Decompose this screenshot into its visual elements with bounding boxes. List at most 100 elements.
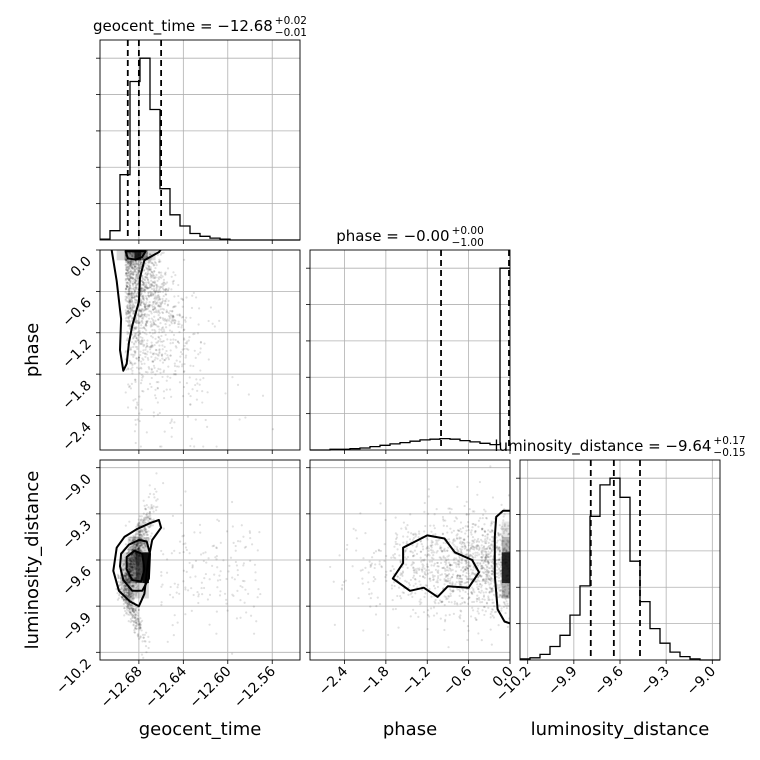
sample-point: [421, 563, 424, 566]
sample-point: [129, 279, 132, 282]
sample-point: [160, 251, 164, 255]
sample-point: [132, 565, 135, 568]
sample-point: [123, 588, 127, 591]
sample-point: [380, 565, 383, 569]
sample-point: [133, 581, 136, 584]
sample-point: [156, 325, 159, 328]
sample-point: [157, 310, 160, 313]
sample-point: [490, 520, 493, 523]
sample-point: [131, 609, 134, 613]
sample-point: [124, 593, 128, 596]
sample-point: [134, 380, 137, 384]
sample-point: [499, 532, 502, 536]
sample-point: [124, 584, 127, 587]
sample-point: [140, 535, 143, 538]
sample-point: [131, 545, 134, 548]
sample-point: [125, 278, 128, 281]
sample-point: [134, 298, 137, 301]
sample-point: [464, 525, 467, 528]
sample-point: [127, 568, 130, 571]
sample-point: [129, 294, 132, 297]
sample-point: [129, 595, 133, 598]
sample-point: [459, 609, 462, 612]
sample-point: [141, 321, 144, 325]
sample-point: [133, 350, 136, 353]
sample-point: [148, 484, 151, 487]
sample-point: [126, 606, 129, 609]
sample-point: [420, 568, 423, 571]
sample-point: [483, 571, 486, 575]
sample-point: [134, 279, 138, 283]
sample-point: [151, 360, 154, 363]
sample-point: [126, 281, 129, 284]
sample-point: [126, 305, 129, 308]
sample-point: [133, 563, 136, 566]
sample-point: [141, 389, 144, 393]
sample-point: [250, 543, 254, 546]
sample-point: [148, 640, 151, 643]
sample-point: [129, 611, 132, 614]
sample-point: [485, 570, 488, 573]
xtick-label-phase: −1.8: [357, 664, 392, 699]
sample-point: [473, 591, 476, 594]
sample-point: [485, 553, 488, 556]
sample-point: [123, 559, 126, 562]
sample-point: [176, 323, 180, 326]
sample-point: [456, 560, 460, 563]
sample-point: [134, 270, 137, 273]
sample-point: [483, 579, 486, 583]
sample-point: [132, 555, 135, 558]
sample-point: [128, 324, 131, 327]
sample-point: [168, 317, 171, 320]
sample-point: [124, 574, 127, 578]
sample-point: [178, 323, 181, 326]
sample-point: [239, 584, 242, 588]
sample-point: [136, 401, 139, 404]
sample-point: [440, 550, 443, 553]
sample-point: [161, 275, 164, 278]
sample-point: [130, 255, 133, 258]
sample-point: [482, 578, 485, 581]
sample-point: [144, 322, 148, 325]
sample-point: [138, 515, 142, 518]
sample-point: [197, 593, 200, 596]
sample-point: [134, 265, 137, 268]
sample-point: [385, 579, 388, 583]
sample-point: [143, 362, 146, 365]
sample-point: [180, 324, 184, 327]
sample-point: [491, 496, 495, 499]
sample-point: [136, 294, 139, 298]
sample-point: [127, 560, 130, 563]
sample-point: [482, 595, 485, 598]
sample-point: [125, 319, 128, 322]
sample-point: [133, 335, 136, 338]
contour-line: [391, 534, 480, 598]
sample-point: [131, 282, 135, 286]
sample-point: [244, 416, 247, 419]
sample-point: [129, 604, 132, 607]
sample-point: [484, 557, 487, 560]
sample-point: [136, 347, 139, 351]
sample-point: [430, 539, 433, 542]
sample-point: [436, 561, 439, 565]
sample-point: [429, 607, 433, 610]
sample-point: [127, 288, 131, 291]
sample-point: [153, 270, 156, 273]
sample-point: [432, 614, 436, 617]
sample-point: [419, 556, 422, 559]
sample-point: [181, 348, 184, 351]
sample-point: [147, 259, 150, 262]
sample-point: [128, 589, 131, 592]
sample-point: [129, 565, 132, 568]
sample-point: [131, 573, 134, 577]
yaxis-label-luminosity_distance: luminosity_distance: [22, 471, 43, 650]
sample-point: [129, 593, 133, 596]
sample-point: [197, 601, 200, 605]
sample-point: [200, 586, 203, 590]
sample-point: [173, 305, 176, 308]
sample-point: [169, 388, 172, 391]
sample-point: [454, 570, 458, 573]
sample-point: [134, 320, 137, 323]
sample-point: [479, 601, 482, 604]
sample-point: [122, 564, 125, 567]
